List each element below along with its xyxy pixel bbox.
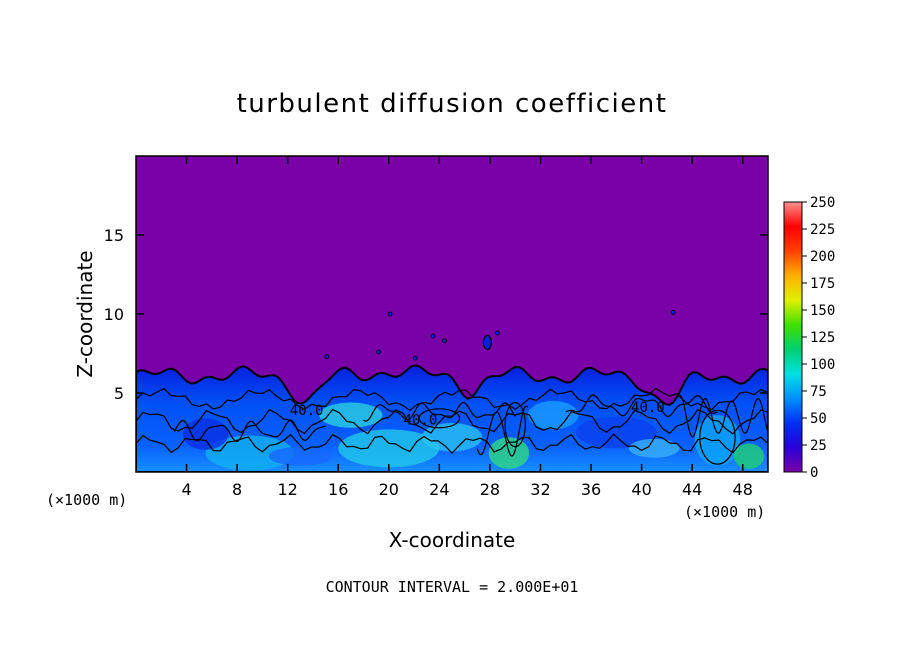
contour-cell: [418, 408, 461, 429]
colorbar-tick-label: 125: [810, 330, 835, 346]
x-axis-ticks: 4 8 12 16 20 24 28 32 36 40 44 48: [181, 156, 753, 499]
y-tick-label: 5: [114, 384, 124, 403]
colorbar-tick-label: 150: [810, 303, 835, 319]
field-blob: [205, 435, 294, 471]
colorbar-tick-label: 25: [810, 438, 827, 454]
x-tick-label: 20: [379, 480, 399, 499]
x-axis-label: X-coordinate: [389, 528, 516, 552]
contour-line: [136, 387, 768, 412]
colorbar-tick-label: 50: [810, 411, 827, 427]
speck: [412, 355, 418, 361]
upper-specks: [324, 310, 676, 361]
contour-line: [363, 401, 516, 422]
x-tick-label: 8: [232, 480, 242, 499]
x-tick-label: 16: [328, 480, 348, 499]
speck: [495, 330, 500, 336]
field-blob: [421, 423, 483, 452]
chart-title: turbulent diffusion coefficient: [237, 89, 668, 119]
y-axis-label: Z-coordinate: [73, 250, 97, 377]
contour-line: [565, 394, 718, 418]
speck: [376, 349, 382, 355]
contour-cell: [504, 401, 526, 448]
x-tick-label: 48: [733, 480, 753, 499]
speck: [324, 354, 330, 360]
colorbar-tick-label: 225: [810, 222, 835, 238]
field-blob: [575, 416, 657, 449]
x-tick-label: 36: [581, 480, 601, 499]
plot-area: [136, 156, 768, 472]
colorbar-tick-label: 75: [810, 384, 827, 400]
colorbar-tick-label: 100: [810, 357, 835, 373]
field-blob: [268, 446, 332, 466]
field-blob: [182, 418, 229, 450]
contour-label-group: 40.0 40.0 40.0: [290, 400, 665, 429]
y-axis-ticks: 5 10 15: [104, 226, 768, 403]
y-tick-label: 15: [104, 226, 124, 245]
y-tick-label: 10: [104, 305, 124, 324]
colorbar-ticks: 0 25 50 75 100 125 150 175 200 225 250: [802, 195, 835, 481]
contour-cell: [699, 409, 736, 465]
x-unit-left: (×1000 m): [46, 491, 127, 509]
x-tick-label: 4: [181, 480, 191, 499]
contour-interval-note: CONTOUR INTERVAL = 2.000E+01: [326, 578, 579, 596]
field-blob: [733, 443, 765, 469]
contour-line: [679, 394, 768, 438]
x-tick-label: 12: [278, 480, 298, 499]
x-tick-label: 44: [682, 480, 702, 499]
contour-label: 40.0: [631, 400, 665, 416]
field-blob: [628, 438, 680, 458]
x-tick-label: 40: [631, 480, 651, 499]
field-blob: [527, 400, 579, 430]
x-tick-label: 28: [480, 480, 500, 499]
colorbar-tick-label: 200: [810, 249, 835, 265]
contour-line: [476, 405, 529, 457]
colorbar: 0 25 50 75 100 125 150 175 200 225 250: [783, 195, 835, 481]
speck: [442, 338, 447, 344]
speck: [387, 311, 393, 317]
x-tick-label: 32: [530, 480, 550, 499]
contour-label: 40.0: [404, 413, 438, 429]
x-tick-label: 24: [429, 480, 449, 499]
colorbar-tick-label: 175: [810, 276, 835, 292]
speck: [430, 333, 436, 339]
colorbar-tick-label: 250: [810, 195, 835, 211]
contour-line: [136, 433, 768, 454]
contour-label: 40.0: [290, 403, 324, 419]
speck: [670, 310, 676, 315]
contour-line: [173, 419, 326, 443]
contour-lines: [136, 387, 768, 465]
field-blob: [338, 429, 440, 468]
colorbar-tick-label: 0: [810, 465, 818, 481]
speck: [482, 334, 492, 351]
colorbar-gradient: [783, 201, 803, 473]
x-unit-right: (×1000 m): [684, 503, 765, 521]
